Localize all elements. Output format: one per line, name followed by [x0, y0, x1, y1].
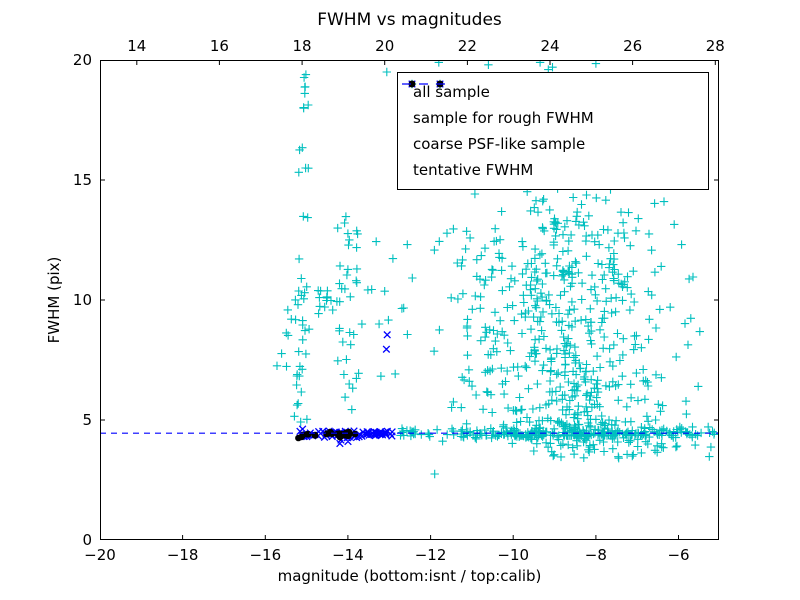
axes-spines [100, 60, 719, 540]
chart-title: FWHM vs magnitudes [317, 10, 502, 30]
x-tick-label: 18 [292, 37, 312, 55]
y-axis-label: FWHM (pix) [45, 256, 63, 344]
plot-area: all sample sample for rough FWHM coarse PS… [100, 60, 719, 540]
legend-label: coarse PSF-like sample [413, 135, 586, 153]
x-tick-label: 28 [705, 37, 725, 55]
legend-item: coarse PSF-like sample [404, 80, 708, 157]
x-tick-label: 22 [457, 37, 477, 55]
x-axis-label: magnitude (bottom:isnt / top:calib) [277, 567, 542, 585]
y-tick-label: 20 [72, 51, 92, 69]
x-tick-label: −20 [84, 546, 116, 564]
x-tick-label: −6 [667, 546, 690, 564]
x-tick-label: −8 [584, 546, 607, 564]
x-tick-label: −18 [166, 546, 199, 564]
axis-ticks [100, 60, 719, 540]
bottom-x-tick-labels: −20 −18 −16 −14 −12 −10 −8 −6 [84, 546, 719, 564]
series-all-sample [272, 60, 719, 479]
y-tick-label: 15 [72, 171, 92, 189]
y-tick-label: 5 [82, 411, 92, 429]
legend-dashed-line-icon [402, 83, 450, 85]
x-tick-label: −12 [414, 546, 447, 564]
x-tick-label: 16 [209, 37, 229, 55]
legend-item: tentative FWHM [402, 83, 708, 183]
y-tick-labels: 0 5 10 15 20 [48, 51, 94, 549]
top-x-tick-labels: 14 16 18 20 22 24 26 28 [100, 37, 725, 55]
legend-label: tentative FWHM [413, 161, 534, 179]
x-tick-label: 14 [127, 37, 147, 55]
plot-canvas [100, 60, 719, 540]
x-tick-label: −10 [497, 546, 530, 564]
legend: all sample sample for rough FWHM coarse PS… [397, 72, 709, 190]
x-tick-label: −14 [332, 546, 364, 564]
y-tick-label: 0 [82, 531, 92, 549]
x-tick-label: 20 [375, 37, 395, 55]
legend-item: sample for rough FWHM [404, 80, 708, 131]
x-tick-label: 26 [623, 37, 643, 55]
x-tick-label: 24 [540, 37, 560, 55]
y-tick-label: 10 [72, 291, 92, 309]
x-tick-label: −16 [249, 546, 282, 564]
legend-label: sample for rough FWHM [413, 109, 594, 127]
legend-label: all sample [413, 83, 490, 101]
